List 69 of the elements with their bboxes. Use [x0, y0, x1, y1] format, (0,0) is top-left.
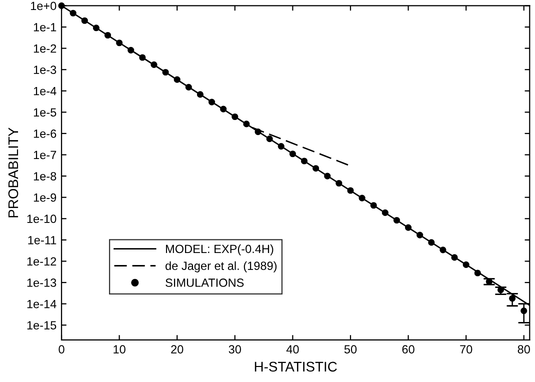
y-tick-label: 1e-11 — [28, 236, 56, 244]
y-tick-label: 1e-8 — [34, 172, 56, 180]
y-tick-label: 1e-2 — [34, 44, 56, 53]
point — [451, 254, 458, 261]
point — [393, 216, 400, 224]
point — [428, 239, 435, 246]
y-tick-label: 1e-1 — [34, 23, 56, 32]
legend-label: de Jager et al. (1989) — [166, 261, 277, 272]
y-tick-label: 1e-3 — [34, 66, 56, 74]
point — [116, 40, 123, 46]
point — [70, 10, 76, 16]
point — [324, 172, 331, 180]
y-tick-label: 1e-6 — [34, 130, 56, 138]
y-tick-label: 1e-9 — [34, 193, 56, 202]
point — [243, 120, 250, 128]
point — [81, 17, 88, 24]
point — [139, 54, 146, 61]
x-axis-title: H-STATISTIC — [254, 362, 337, 372]
x-tick-label: 0 — [58, 345, 64, 354]
x-tick-label: 60 — [402, 345, 414, 354]
point — [509, 295, 516, 302]
point — [370, 202, 377, 209]
point — [92, 24, 100, 32]
point — [404, 224, 412, 231]
legend-label: SIMULATIONS — [166, 278, 244, 287]
point — [220, 106, 227, 112]
y-tick-label: 1e-12 — [27, 257, 56, 266]
x-tick-label: 40 — [286, 345, 299, 354]
point — [232, 113, 238, 120]
point — [128, 46, 134, 54]
point — [300, 158, 308, 164]
point — [486, 278, 492, 285]
x-tick-label: 80 — [518, 345, 530, 354]
point — [278, 143, 284, 150]
point — [336, 180, 342, 187]
point — [520, 307, 528, 314]
x-tick-label: 30 — [228, 345, 242, 354]
point — [185, 84, 192, 90]
point — [289, 150, 296, 158]
point — [196, 91, 204, 98]
x-tick-label: 10 — [114, 345, 126, 354]
point — [462, 261, 470, 268]
point — [312, 165, 320, 172]
y-axis-title: PROBABILITY — [8, 128, 18, 218]
y-tick-label: 1e-4 — [34, 87, 56, 96]
y-tick-label: 1e-13 — [27, 278, 56, 287]
point — [174, 76, 180, 83]
point — [208, 98, 216, 106]
y-tick-label: 1e+0 — [30, 2, 56, 10]
point — [150, 61, 158, 68]
x-tick-label: 50 — [344, 345, 357, 354]
x-tick-label: 20 — [171, 345, 184, 354]
y-tick-label: 1e-15 — [27, 321, 56, 330]
legend-label: MODEL: EXP(-0.4H) — [166, 244, 274, 256]
y-tick-label: 1e-10 — [27, 214, 56, 224]
y-tick-label: 1e-5 — [34, 108, 56, 117]
point — [347, 187, 354, 194]
point — [440, 246, 446, 254]
point — [254, 128, 262, 136]
point — [104, 32, 112, 39]
point — [358, 194, 366, 202]
x-tick-label: 70 — [460, 345, 472, 354]
point — [162, 68, 169, 76]
point — [266, 136, 273, 142]
point — [474, 270, 481, 276]
point — [416, 232, 424, 238]
y-tick-label: 1e-7 — [34, 150, 56, 160]
y-tick-label: 1e-14 — [27, 300, 56, 308]
point — [382, 209, 388, 216]
